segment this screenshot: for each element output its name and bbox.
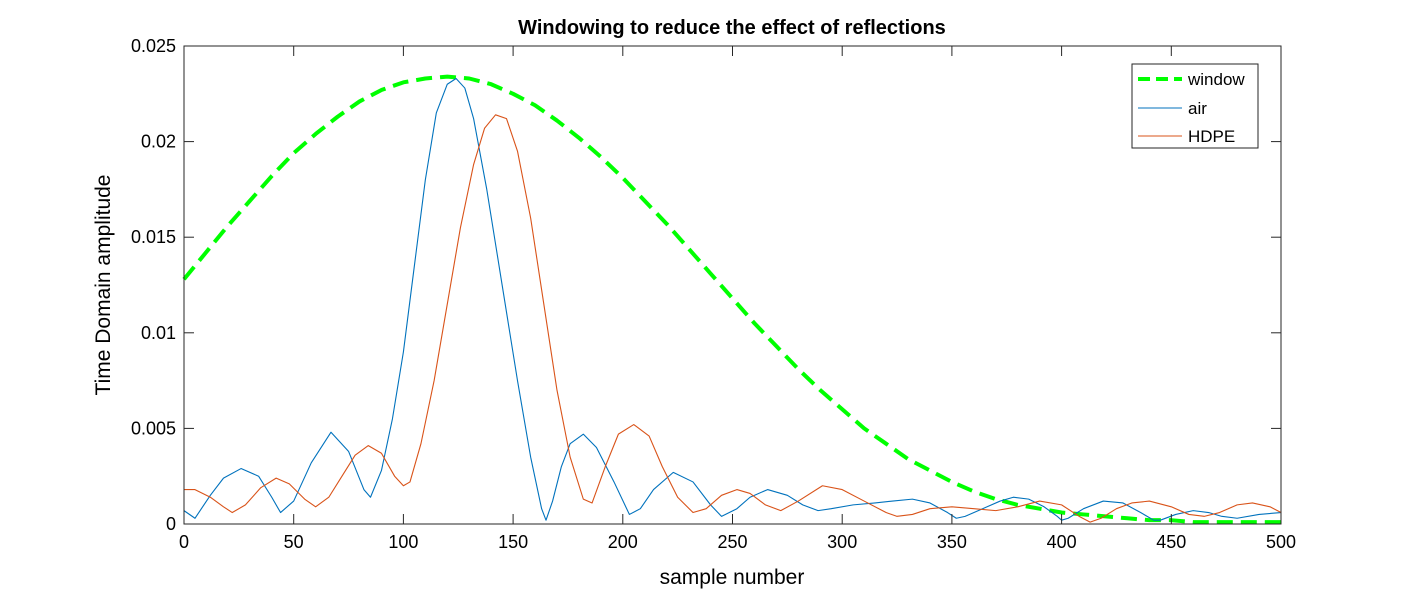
- x-tick-label: 500: [1266, 532, 1296, 552]
- x-tick-label: 250: [717, 532, 747, 552]
- x-tick-label: 450: [1156, 532, 1186, 552]
- x-axis-label: sample number: [660, 566, 805, 589]
- x-tick-label: 200: [608, 532, 638, 552]
- x-tick-label: 350: [937, 532, 967, 552]
- y-tick-label: 0.01: [141, 323, 176, 343]
- y-axis-label: Time Domain amplitude: [92, 175, 115, 396]
- y-tick-label: 0.015: [131, 227, 176, 247]
- x-tick-label: 100: [388, 532, 418, 552]
- plot-area: [184, 46, 1281, 524]
- series-line-hdpe: [184, 114, 1282, 523]
- legend-entry-hdpe: HDPE: [1188, 127, 1235, 146]
- series-line-window: [182, 74, 1281, 525]
- x-tick-label: 50: [284, 532, 304, 552]
- y-tick-label: 0: [166, 514, 176, 534]
- y-tick-label: 0.02: [141, 132, 176, 152]
- series-line-air: [183, 77, 1282, 521]
- x-tick-label: 150: [498, 532, 528, 552]
- series-layer: [182, 74, 1282, 525]
- y-tick-label: 0.005: [131, 418, 176, 438]
- legend-entry-air: air: [1188, 99, 1207, 118]
- legend-entry-window: window: [1187, 70, 1245, 89]
- legend: window air HDPE: [1131, 63, 1259, 149]
- x-tick-label: 300: [827, 532, 857, 552]
- x-tick-label: 400: [1047, 532, 1077, 552]
- y-axis-ticks: 0 0.005 0.01 0.015 0.02 0.025: [131, 36, 1281, 534]
- x-tick-label: 0: [179, 532, 189, 552]
- legend-box: [1131, 63, 1259, 149]
- y-tick-label: 0.025: [131, 36, 176, 56]
- x-axis-ticks: 0 50 100 150 200 250 300 350 400 450 500: [179, 46, 1296, 552]
- chart-title: Windowing to reduce the effect of reflec…: [518, 17, 946, 39]
